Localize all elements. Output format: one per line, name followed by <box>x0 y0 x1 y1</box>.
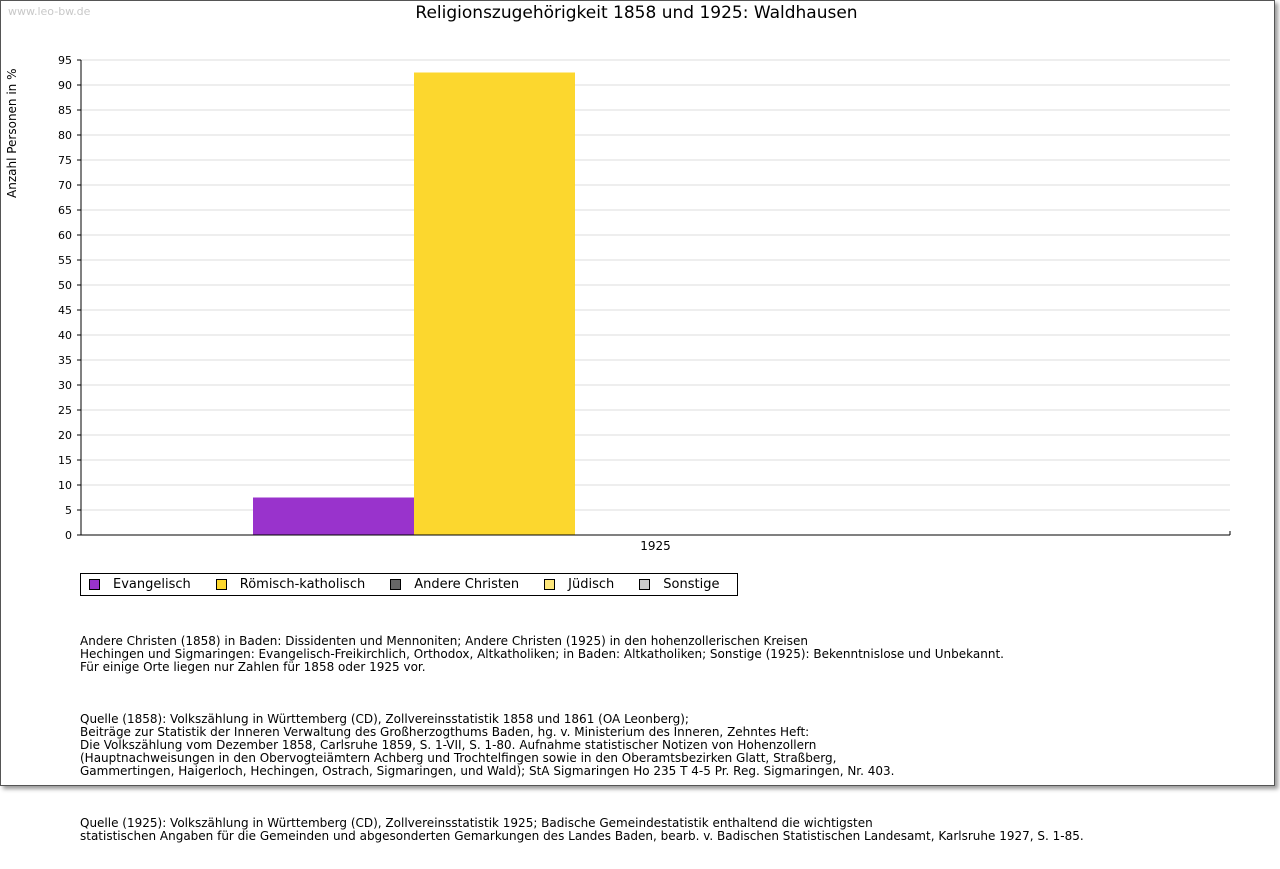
legend-swatch <box>544 579 556 590</box>
y-tick-label: 0 <box>65 529 72 542</box>
legend-item: Sonstige <box>639 577 719 592</box>
x-tick-label: 1925 <box>640 539 671 553</box>
legend-swatch <box>390 579 402 590</box>
y-tick-label: 40 <box>58 329 72 342</box>
legend-label: Jüdisch <box>568 577 615 592</box>
legend-item: Römisch-katholisch <box>215 577 366 592</box>
y-tick-label: 5 <box>65 504 72 517</box>
legend-swatch <box>89 579 100 590</box>
legend-label: Römisch-katholisch <box>239 577 366 592</box>
chart-frame <box>0 0 1275 786</box>
legend-item: Andere Christen <box>390 577 519 592</box>
legend-item: Jüdisch <box>544 577 614 592</box>
legend-label: Evangelisch <box>113 577 191 592</box>
y-tick-label: 80 <box>58 129 72 142</box>
legend-label: Andere Christen <box>414 577 520 592</box>
y-tick-label: 60 <box>58 229 72 242</box>
y-tick-label: 85 <box>58 104 72 117</box>
footnotes: Andere Christen (1858) in Baden: Disside… <box>80 609 1084 869</box>
note-source-1858: Quelle (1858): Volkszählung in Württembe… <box>80 712 895 778</box>
chart-title: Religionszugehörigkeit 1858 und 1925: Wa… <box>415 3 858 23</box>
y-tick-label: 90 <box>58 79 72 92</box>
bar-chart: 0 5 10 15 20 25 30 35 40 45 50 55 60 65 70 75 80 85 90 95 19… <box>58 54 1231 553</box>
y-tick-label: 10 <box>58 479 72 492</box>
y-tick-label: 20 <box>58 429 72 442</box>
chart-legend: Evangelisch Römisch-katholisch Andere Chri… <box>80 573 738 596</box>
y-tick-label: 45 <box>58 304 72 317</box>
bar-r-misch-katholisch <box>414 72 575 535</box>
y-tick-label: 35 <box>58 354 72 367</box>
y-tick-label: 15 <box>58 454 72 467</box>
legend-item: Evangelisch <box>89 577 191 592</box>
note-definitions: Andere Christen (1858) in Baden: Disside… <box>80 634 1004 674</box>
legend-swatch <box>215 579 227 590</box>
y-tick-label: 65 <box>58 204 72 217</box>
y-tick-label: 75 <box>58 154 72 167</box>
watermark: www.leo-bw.de <box>8 5 91 18</box>
y-tick-label: 55 <box>58 254 72 267</box>
y-tick-label: 70 <box>58 179 72 192</box>
y-tick-label: 25 <box>58 404 72 417</box>
bar-evangelisch <box>253 497 414 535</box>
y-tick-label: 50 <box>58 279 72 292</box>
y-tick-label: 30 <box>58 379 72 392</box>
y-tick-label: 95 <box>58 54 72 67</box>
note-source-1925: Quelle (1925): Volkszählung in Württembe… <box>80 816 1084 843</box>
legend-label: Sonstige <box>663 577 720 592</box>
legend-swatch <box>639 579 651 590</box>
